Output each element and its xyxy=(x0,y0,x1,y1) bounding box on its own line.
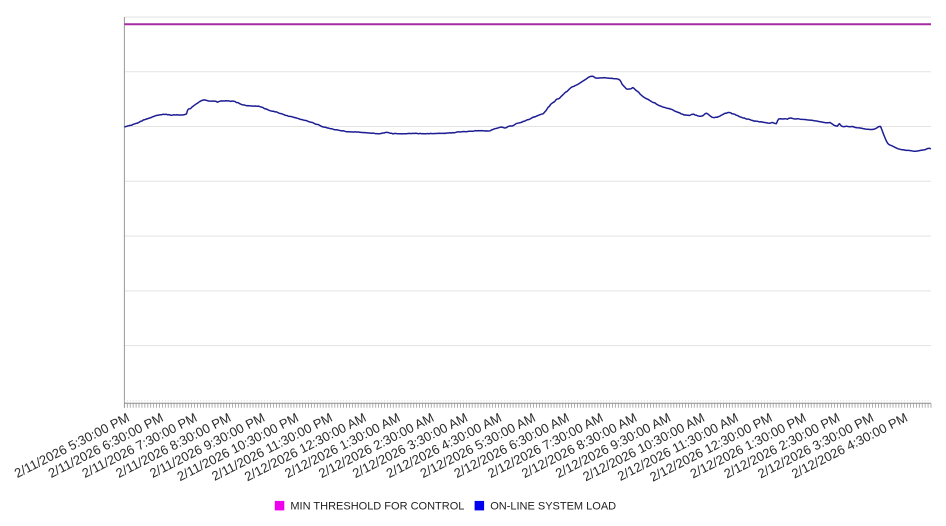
svg-text:ON-LINE SYSTEM LOAD: ON-LINE SYSTEM LOAD xyxy=(490,500,616,512)
svg-text:MIN THRESHOLD FOR CONTROL: MIN THRESHOLD FOR CONTROL xyxy=(290,500,464,512)
